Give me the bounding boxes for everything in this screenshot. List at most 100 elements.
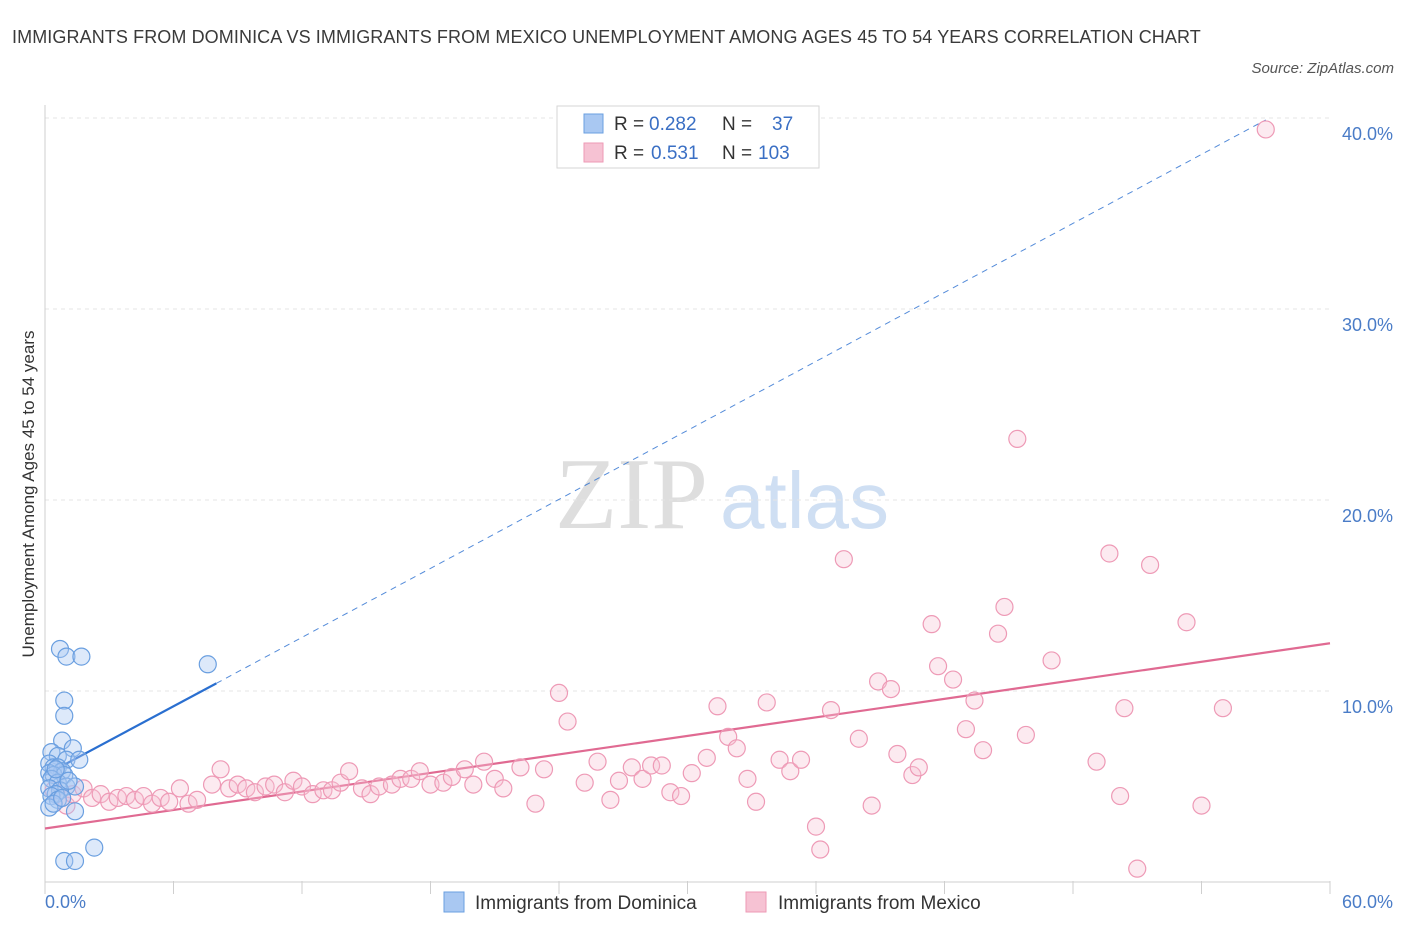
point-mexico-85: [922, 615, 941, 634]
point-mexico-88: [956, 720, 976, 739]
point-dominica-29: [55, 851, 74, 871]
point-mexico-97: [1100, 544, 1119, 563]
correlation-legend: R = 0.282 N = 37 R = 0.531 N = 103: [556, 105, 820, 169]
point-mexico-21: [228, 775, 247, 794]
point-mexico-72: [770, 750, 789, 769]
watermark-atlas: atlas: [720, 456, 889, 545]
point-mexico-46: [474, 752, 494, 771]
point-mexico-83: [903, 765, 922, 785]
point-dominica-36: [53, 788, 72, 808]
point-mexico-93: [1008, 429, 1027, 448]
x-tick-label-max: 60.0%: [1342, 892, 1393, 912]
point-mexico-33: [340, 762, 359, 781]
point-mexico-14: [160, 792, 179, 811]
y-tick-label-3: 40.0%: [1342, 124, 1393, 144]
point-mexico-89: [965, 691, 984, 710]
point-mexico-50: [526, 794, 545, 813]
point-mexico-57: [609, 771, 629, 790]
series-legend: Immigrants from Dominica Immigrants from…: [443, 891, 981, 914]
point-mexico-86: [928, 657, 948, 676]
point-mexico-64: [682, 764, 701, 783]
legend-r-value-mexico: 0.531: [651, 143, 699, 164]
point-mexico-54: [575, 773, 594, 792]
point-mexico-22: [237, 779, 256, 798]
bottom-legend-swatch-dominica: [443, 891, 465, 913]
point-mexico-58: [622, 758, 641, 777]
point-mexico-49: [511, 758, 530, 777]
point-dominica-3: [55, 691, 74, 710]
point-mexico-94: [1016, 725, 1035, 745]
point-mexico-69: [738, 769, 757, 788]
point-mexico-74: [791, 750, 811, 769]
point-mexico-40: [410, 762, 429, 781]
chart-title: IMMIGRANTS FROM DOMINICA VS IMMIGRANTS F…: [12, 27, 1201, 47]
legend-n-value-mexico: 103: [758, 143, 790, 164]
point-mexico-60: [641, 756, 661, 775]
point-mexico-81: [881, 679, 901, 699]
point-mexico-90: [973, 741, 993, 760]
point-dominica-34: [59, 771, 78, 790]
point-mexico-75: [806, 817, 826, 836]
trend-lines: [44, 119, 1331, 830]
legend-swatch-mexico: [583, 142, 604, 163]
point-mexico-61: [652, 756, 671, 775]
point-mexico-73: [781, 762, 800, 781]
point-mexico-17: [187, 790, 207, 809]
point-mexico-105: [1111, 786, 1130, 806]
point-mexico-59: [633, 769, 652, 788]
point-mexico-52: [549, 683, 569, 703]
point-mexico-51: [534, 760, 554, 779]
legend-r-label-mexico: R =: [614, 143, 644, 164]
point-mexico-82: [888, 744, 907, 764]
point-dominica-4: [55, 706, 74, 725]
legend-r-value-dominica: 0.282: [649, 114, 697, 135]
point-dominica-31: [85, 838, 104, 857]
point-mexico-53: [558, 712, 577, 731]
trend-line-mexico: [44, 642, 1331, 830]
point-dominica-1: [57, 647, 76, 666]
trend-line-dominica: [44, 682, 217, 777]
point-mexico-5: [83, 788, 102, 808]
axes: [44, 105, 1331, 894]
legend-swatch-dominica: [583, 113, 604, 134]
y-axis-label: Unemployment Among Ages 45 to 54 years: [19, 331, 38, 658]
point-mexico-98: [1115, 699, 1134, 718]
point-mexico-100: [1140, 555, 1160, 575]
point-mexico-77: [834, 550, 853, 569]
point-mexico-84: [909, 758, 928, 777]
point-dominica-6: [63, 739, 82, 758]
trend-line-dominica-extension: [216, 119, 1266, 684]
point-mexico-56: [601, 790, 620, 809]
bottom-legend-swatch-mexico: [745, 891, 767, 913]
point-mexico-87: [943, 670, 963, 689]
point-mexico-15: [170, 779, 190, 798]
legend-n-label-mexico: N =: [722, 143, 752, 164]
source-credit: Source: ZipAtlas.com: [1251, 60, 1394, 77]
point-mexico-13: [151, 788, 170, 808]
point-dominica-32: [198, 655, 217, 674]
point-mexico-96: [1087, 752, 1106, 771]
point-mexico-55: [588, 752, 607, 771]
point-mexico-23: [245, 783, 264, 802]
x-tick-label-min: 0.0%: [45, 892, 86, 912]
bottom-legend-label-dominica: Immigrants from Dominica: [475, 893, 697, 914]
point-mexico-102: [1192, 796, 1211, 815]
point-mexico-99: [1128, 859, 1147, 878]
point-mexico-76: [821, 700, 841, 720]
tick-labels: 10.0% 20.0% 30.0% 40.0% 0.0% 60.0%: [45, 124, 1393, 912]
point-mexico-104: [1256, 120, 1275, 139]
gridlines: [45, 117, 1330, 692]
y-tick-label-0: 10.0%: [1342, 697, 1393, 717]
point-mexico-63: [671, 786, 691, 806]
point-mexico-79: [862, 796, 881, 815]
point-mexico-103: [1213, 699, 1233, 718]
point-mexico-78: [849, 729, 868, 748]
point-mexico-45: [464, 775, 483, 794]
point-mexico-66: [708, 697, 727, 716]
point-dominica-2: [72, 647, 91, 666]
point-mexico-19: [211, 760, 230, 779]
point-mexico-95: [1042, 651, 1061, 670]
point-mexico-92: [995, 597, 1014, 617]
point-mexico-18: [202, 775, 222, 794]
